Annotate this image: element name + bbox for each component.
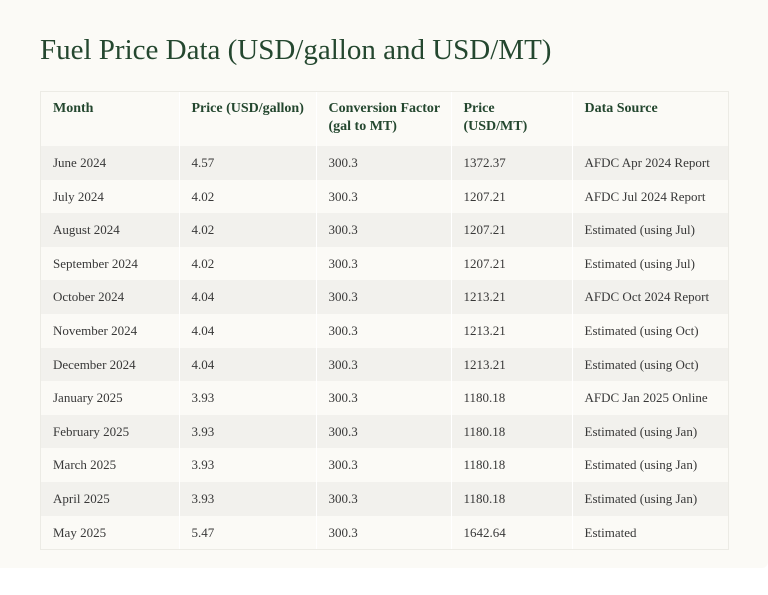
page-title: Fuel Price Data (USD/gallon and USD/MT) xyxy=(40,34,552,66)
cell-month: September 2024 xyxy=(41,246,179,281)
table-row: November 2024 4.04 300.3 1213.21 Estimated (… xyxy=(41,313,728,348)
column-header-month: Month xyxy=(41,92,179,146)
cell-month: July 2024 xyxy=(41,179,179,214)
cell-price-usd-gallon: 4.02 xyxy=(178,213,316,247)
cell-price-usd-gallon: 4.04 xyxy=(178,280,316,314)
table-row: August 2024 4.02 300.3 1207.21 Estimated (us… xyxy=(41,213,728,247)
column-header-price-usd-mt: Price (USD/MT) xyxy=(450,92,572,146)
cell-conversion-factor: 300.3 xyxy=(315,448,451,482)
cell-conversion-factor: 300.3 xyxy=(315,213,451,247)
cell-price-usd-mt: 1180.18 xyxy=(450,481,572,516)
cell-price-usd-mt: 1372.37 xyxy=(450,146,572,180)
cell-month: April 2025 xyxy=(41,481,179,516)
cell-month: August 2024 xyxy=(41,213,179,247)
cell-price-usd-gallon: 3.93 xyxy=(178,448,316,482)
document-page: Fuel Price Data (USD/gallon and USD/MT) … xyxy=(40,34,729,551)
cell-month: February 2025 xyxy=(41,414,179,449)
table-row: May 2025 5.47 300.3 1642.64 Estimated xyxy=(41,515,728,550)
cell-price-usd-mt: 1207.21 xyxy=(450,179,572,214)
cell-data-source: Estimated (using Jan) xyxy=(571,481,728,516)
cell-conversion-factor: 300.3 xyxy=(315,414,451,449)
table-row: January 2025 3.93 300.3 1180.18 AFDC Jan 202… xyxy=(41,381,728,415)
cell-price-usd-gallon: 4.02 xyxy=(178,179,316,214)
fuel-price-table-container: Month Price (USD/gallon) Conversion Fact… xyxy=(40,91,729,551)
table-body: June 2024 4.57 300.3 1372.37 AFDC Apr 2024 R… xyxy=(41,146,728,550)
cell-month: June 2024 xyxy=(41,146,179,180)
table-row: October 2024 4.04 300.3 1213.21 AFDC Oct 202… xyxy=(41,280,728,314)
page-bottom-margin xyxy=(0,568,768,595)
column-header-conversion-factor: Conversion Factor (gal to MT) xyxy=(315,92,451,146)
cell-conversion-factor: 300.3 xyxy=(315,347,451,382)
cell-month: December 2024 xyxy=(41,347,179,382)
cell-price-usd-mt: 1642.64 xyxy=(450,515,572,550)
table-row: December 2024 4.04 300.3 1213.21 Estimated (… xyxy=(41,347,728,382)
table-row: September 2024 4.02 300.3 1207.21 Estimated … xyxy=(41,246,728,281)
cell-data-source: Estimated (using Jul) xyxy=(571,213,728,247)
cell-price-usd-mt: 1213.21 xyxy=(450,313,572,348)
table-header-row: Month Price (USD/gallon) Conversion Fact… xyxy=(41,92,728,146)
table-row: April 2025 3.93 300.3 1180.18 Estimated (usi… xyxy=(41,481,728,516)
cell-data-source: Estimated xyxy=(571,515,728,550)
table-row: June 2024 4.57 300.3 1372.37 AFDC Apr 2024 R… xyxy=(41,146,728,180)
fuel-price-table: Month Price (USD/gallon) Conversion Fact… xyxy=(41,92,728,550)
cell-conversion-factor: 300.3 xyxy=(315,481,451,516)
table-row: March 2025 3.93 300.3 1180.18 Estimated (usi… xyxy=(41,448,728,482)
cell-price-usd-mt: 1213.21 xyxy=(450,347,572,382)
table-row: July 2024 4.02 300.3 1207.21 AFDC Jul 2024 R… xyxy=(41,179,728,214)
cell-price-usd-mt: 1180.18 xyxy=(450,448,572,482)
cell-data-source: AFDC Oct 2024 Report xyxy=(571,280,728,314)
cell-data-source: AFDC Jan 2025 Online xyxy=(571,381,728,415)
cell-data-source: Estimated (using Jul) xyxy=(571,246,728,281)
column-header-price-usd-gallon: Price (USD/gallon) xyxy=(178,92,316,146)
cell-data-source: AFDC Apr 2024 Report xyxy=(571,146,728,180)
cell-data-source: AFDC Jul 2024 Report xyxy=(571,179,728,214)
cell-conversion-factor: 300.3 xyxy=(315,246,451,281)
cell-price-usd-gallon: 3.93 xyxy=(178,481,316,516)
cell-price-usd-gallon: 3.93 xyxy=(178,414,316,449)
cell-month: May 2025 xyxy=(41,515,179,550)
cell-price-usd-mt: 1207.21 xyxy=(450,213,572,247)
cell-data-source: Estimated (using Oct) xyxy=(571,313,728,348)
table-row: February 2025 3.93 300.3 1180.18 Estimated (… xyxy=(41,414,728,449)
cell-price-usd-gallon: 4.57 xyxy=(178,146,316,180)
cell-month: January 2025 xyxy=(41,381,179,415)
cell-month: November 2024 xyxy=(41,313,179,348)
cell-conversion-factor: 300.3 xyxy=(315,146,451,180)
cell-price-usd-gallon: 3.93 xyxy=(178,381,316,415)
cell-price-usd-gallon: 5.47 xyxy=(178,515,316,550)
cell-data-source: Estimated (using Oct) xyxy=(571,347,728,382)
cell-price-usd-mt: 1180.18 xyxy=(450,414,572,449)
cell-price-usd-mt: 1207.21 xyxy=(450,246,572,281)
cell-conversion-factor: 300.3 xyxy=(315,313,451,348)
column-header-data-source: Data Source xyxy=(571,92,728,146)
cell-price-usd-mt: 1213.21 xyxy=(450,280,572,314)
cell-conversion-factor: 300.3 xyxy=(315,280,451,314)
cell-price-usd-gallon: 4.04 xyxy=(178,313,316,348)
cell-conversion-factor: 300.3 xyxy=(315,381,451,415)
cell-month: March 2025 xyxy=(41,448,179,482)
cell-price-usd-mt: 1180.18 xyxy=(450,381,572,415)
cell-conversion-factor: 300.3 xyxy=(315,179,451,214)
cell-conversion-factor: 300.3 xyxy=(315,515,451,550)
cell-month: October 2024 xyxy=(41,280,179,314)
cell-price-usd-gallon: 4.02 xyxy=(178,246,316,281)
cell-data-source: Estimated (using Jan) xyxy=(571,448,728,482)
cell-data-source: Estimated (using Jan) xyxy=(571,414,728,449)
cell-price-usd-gallon: 4.04 xyxy=(178,347,316,382)
